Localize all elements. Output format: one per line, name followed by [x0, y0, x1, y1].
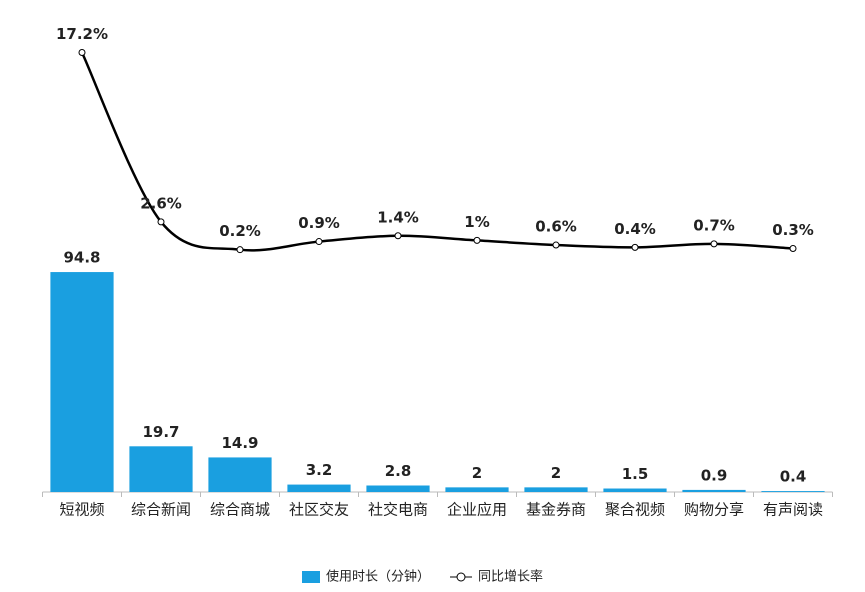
bar	[129, 446, 193, 492]
bar	[50, 272, 114, 492]
data-label: 0.9	[701, 466, 728, 484]
line-point	[394, 232, 402, 240]
data-label: 2.8	[385, 462, 412, 480]
legend-swatch	[302, 571, 320, 583]
line-point	[473, 236, 481, 244]
data-label: 3.2	[306, 461, 333, 479]
line-point	[789, 245, 797, 253]
data-label: 2	[551, 464, 561, 482]
bar	[366, 485, 430, 492]
x-tick-label: 综合商城	[210, 501, 270, 519]
x-tick-label: 购物分享	[684, 501, 744, 519]
line-point	[631, 243, 639, 251]
x-tick-label: 短视频	[59, 501, 104, 519]
line-point	[157, 218, 165, 226]
bar	[682, 489, 746, 492]
bar	[287, 484, 351, 492]
data-label: 0.9%	[298, 214, 340, 232]
legend-label: 使用时长（分钟）	[326, 569, 430, 585]
x-tick-label: 企业应用	[447, 501, 507, 519]
bar	[208, 457, 272, 492]
line-point	[315, 238, 323, 246]
x-tick-label: 有声阅读	[763, 501, 823, 519]
bar	[524, 487, 588, 492]
data-label: 0.7%	[693, 216, 735, 234]
line-point	[710, 240, 718, 248]
data-label: 1%	[464, 213, 489, 231]
x-tick-label: 综合新闻	[131, 501, 191, 519]
bar	[445, 487, 509, 492]
line-point	[78, 48, 86, 56]
data-label: 0.4%	[614, 220, 656, 238]
line-point	[552, 241, 560, 249]
data-label: 1.5	[622, 465, 649, 483]
data-label: 0.2%	[219, 222, 261, 240]
data-label: 0.6%	[535, 218, 577, 236]
data-label: 0.4	[780, 468, 807, 486]
data-label: 2	[472, 464, 482, 482]
x-tick-label: 社区交友	[289, 501, 349, 519]
data-label: 14.9	[221, 434, 258, 452]
legend-swatch	[456, 572, 466, 582]
data-label: 2.6%	[140, 194, 182, 212]
data-label: 94.8	[63, 249, 100, 267]
data-label: 17.2%	[56, 25, 108, 43]
x-tick-label: 基金券商	[526, 501, 586, 519]
bar	[761, 491, 825, 492]
line-point	[236, 246, 244, 254]
x-tick-label: 聚合视频	[605, 501, 665, 519]
data-label: 1.4%	[377, 208, 419, 226]
data-label: 0.3%	[772, 221, 814, 239]
legend-label: 同比增长率	[478, 569, 543, 585]
line	[80, 51, 794, 252]
data-label: 19.7	[142, 423, 179, 441]
bar	[603, 488, 667, 492]
x-tick-label: 社交电商	[368, 501, 428, 519]
